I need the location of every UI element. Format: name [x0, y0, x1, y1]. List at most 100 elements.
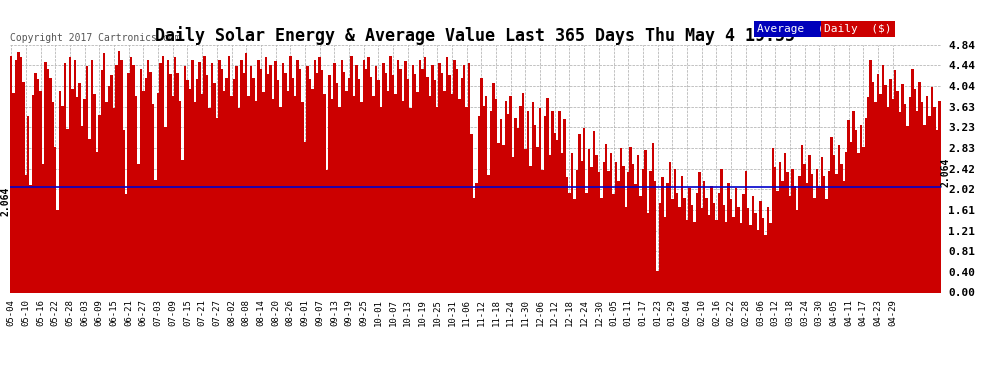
Bar	[884, 86, 887, 292]
Bar	[51, 102, 54, 292]
Bar	[453, 60, 455, 292]
Bar	[605, 144, 608, 292]
Bar	[713, 203, 715, 292]
Bar	[784, 153, 786, 292]
Bar	[683, 198, 686, 292]
Bar	[176, 73, 179, 292]
Bar	[524, 149, 527, 292]
Bar	[291, 78, 294, 292]
Bar	[867, 97, 869, 292]
Bar	[568, 193, 570, 292]
Bar	[35, 73, 37, 292]
Bar	[91, 60, 93, 292]
Bar	[894, 70, 896, 292]
Bar	[826, 200, 828, 292]
Bar	[730, 200, 733, 292]
Bar	[346, 90, 347, 292]
Bar	[527, 111, 529, 292]
Bar	[673, 169, 676, 292]
Bar	[537, 147, 539, 292]
Bar	[360, 102, 362, 292]
Bar	[338, 107, 341, 292]
Bar	[414, 74, 417, 292]
Bar	[771, 148, 774, 292]
Bar	[12, 93, 15, 292]
Bar	[171, 96, 174, 292]
Bar	[869, 60, 872, 292]
Bar	[196, 79, 198, 292]
Bar	[274, 62, 277, 292]
Bar	[460, 78, 463, 292]
Bar	[874, 102, 877, 292]
Bar	[115, 65, 118, 292]
Bar	[98, 114, 101, 292]
Bar	[769, 224, 771, 292]
Bar	[693, 222, 696, 292]
Bar	[42, 164, 45, 292]
Bar	[752, 196, 754, 292]
Bar	[610, 153, 613, 292]
Bar	[434, 80, 436, 292]
Bar	[241, 60, 243, 292]
Bar	[904, 104, 906, 292]
Bar	[397, 60, 399, 292]
Bar	[583, 128, 585, 292]
Bar	[761, 218, 764, 292]
Bar	[911, 69, 914, 292]
Bar	[640, 196, 642, 292]
Bar	[399, 69, 402, 292]
Bar	[635, 184, 637, 292]
Bar	[622, 166, 625, 292]
Bar	[444, 90, 446, 292]
Bar	[284, 73, 287, 292]
Bar	[138, 164, 140, 292]
Bar	[203, 56, 206, 292]
Bar	[314, 60, 316, 292]
Bar	[598, 172, 600, 292]
Bar	[590, 167, 593, 292]
Bar	[490, 111, 492, 292]
Bar	[698, 172, 701, 292]
Bar	[779, 162, 781, 292]
Bar	[877, 74, 879, 292]
Bar	[766, 207, 769, 292]
Bar	[570, 153, 573, 292]
Bar	[377, 80, 380, 292]
Bar	[103, 53, 105, 292]
Bar	[644, 150, 646, 292]
Bar	[45, 62, 47, 292]
Bar	[630, 147, 632, 292]
Bar	[936, 130, 939, 292]
Bar	[546, 98, 548, 292]
Bar	[143, 90, 145, 292]
Bar	[852, 111, 854, 292]
Bar	[128, 73, 130, 292]
Bar	[422, 69, 424, 292]
Bar	[71, 89, 73, 292]
Bar	[58, 91, 61, 292]
Bar	[262, 92, 264, 292]
Bar	[842, 181, 845, 292]
Bar	[101, 70, 103, 292]
Bar	[347, 78, 350, 292]
Bar	[879, 94, 882, 292]
Bar	[678, 207, 681, 292]
Bar	[661, 177, 663, 292]
Bar	[909, 97, 911, 292]
Bar	[502, 145, 505, 292]
Bar	[20, 57, 22, 292]
Bar	[803, 164, 806, 292]
Bar	[864, 118, 867, 292]
Bar	[248, 96, 249, 292]
Bar	[113, 108, 115, 292]
Bar	[811, 174, 813, 292]
Bar	[836, 174, 838, 292]
Bar	[329, 75, 331, 292]
Bar	[781, 181, 784, 292]
Bar	[389, 56, 392, 292]
Bar	[934, 107, 936, 292]
Bar	[742, 194, 744, 292]
Bar	[551, 111, 553, 292]
Bar	[164, 127, 166, 292]
Bar	[216, 118, 218, 292]
